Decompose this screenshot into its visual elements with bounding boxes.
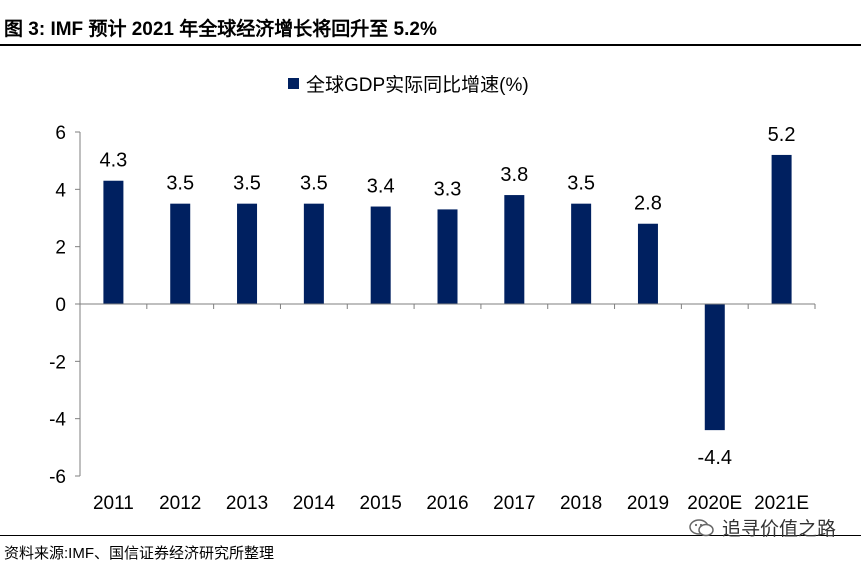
x-tick-label: 2015	[360, 493, 402, 514]
bar-chart: 全球GDP实际同比增速(%) 6 4 2 0 -2 -4 -6 4.3 3.5 3.5 3.5 3.…	[49, 74, 816, 514]
data-label: 3.5	[166, 173, 194, 195]
x-tick-label: 2017	[493, 493, 535, 514]
bar	[437, 209, 458, 304]
y-tick-label: 6	[55, 123, 66, 144]
y-tick-label: 0	[55, 295, 66, 316]
watermark-text: 追寻价值之路	[722, 519, 837, 540]
y-axis: 6 4 2 0 -2 -4 -6	[49, 123, 81, 488]
bar	[704, 304, 725, 431]
source-note: 资料来源:IMF、国信证券经济研究所整理	[4, 545, 274, 562]
x-tick-label: 2019	[627, 493, 669, 514]
x-axis: 2011 2012 2013 2014 2015 2016 2017 2018 2019 2020…	[79, 303, 816, 514]
data-label: 3.5	[233, 173, 261, 195]
bar	[237, 203, 258, 304]
x-tick-label: 2020E	[687, 493, 742, 514]
x-tick-label: 2021E	[754, 493, 809, 514]
legend-label: 全球GDP实际同比增速(%)	[306, 74, 529, 96]
title-rule	[0, 44, 861, 46]
bar	[504, 195, 525, 304]
bar	[571, 203, 592, 304]
y-tick-label: -6	[49, 467, 66, 488]
y-tick-label: 2	[55, 238, 66, 259]
bar	[303, 203, 324, 304]
x-tick-label: 2013	[226, 493, 268, 514]
footer-rule	[0, 535, 861, 536]
watermark: 追寻价值之路	[688, 514, 836, 541]
x-tick-label: 2018	[560, 493, 602, 514]
data-label: 3.3	[434, 178, 462, 200]
x-tick-label: 2016	[426, 493, 468, 514]
data-label: -4.4	[698, 447, 732, 469]
data-label: 3.8	[500, 164, 528, 186]
chart-legend: 全球GDP实际同比增速(%)	[288, 74, 529, 96]
y-tick-label: -2	[49, 352, 66, 373]
y-tick-label: 4	[55, 180, 66, 201]
x-tick-label: 2014	[293, 493, 336, 514]
data-label: 3.4	[367, 176, 395, 198]
x-tick-label: 2011	[93, 493, 134, 514]
bar	[637, 223, 658, 304]
data-label: 3.5	[567, 173, 595, 195]
legend-swatch	[288, 78, 299, 89]
bar	[370, 206, 391, 304]
data-label: 3.5	[300, 173, 328, 195]
bar	[170, 203, 191, 304]
y-tick-label: -4	[49, 410, 66, 431]
wechat-icon	[689, 518, 714, 536]
figure-title: 图 3: IMF 预计 2021 年全球经济增长将回升至 5.2%	[4, 19, 437, 40]
bar-series	[103, 154, 792, 431]
data-label: 2.8	[634, 193, 662, 215]
data-label: 5.2	[768, 124, 796, 146]
bar	[771, 154, 792, 304]
x-tick-label: 2012	[159, 493, 201, 514]
bar	[103, 180, 124, 304]
data-label: 4.3	[100, 150, 128, 172]
data-labels: 4.3 3.5 3.5 3.5 3.4 3.3 3.8 3.5 2.8 -4.4 5.2	[100, 124, 796, 469]
